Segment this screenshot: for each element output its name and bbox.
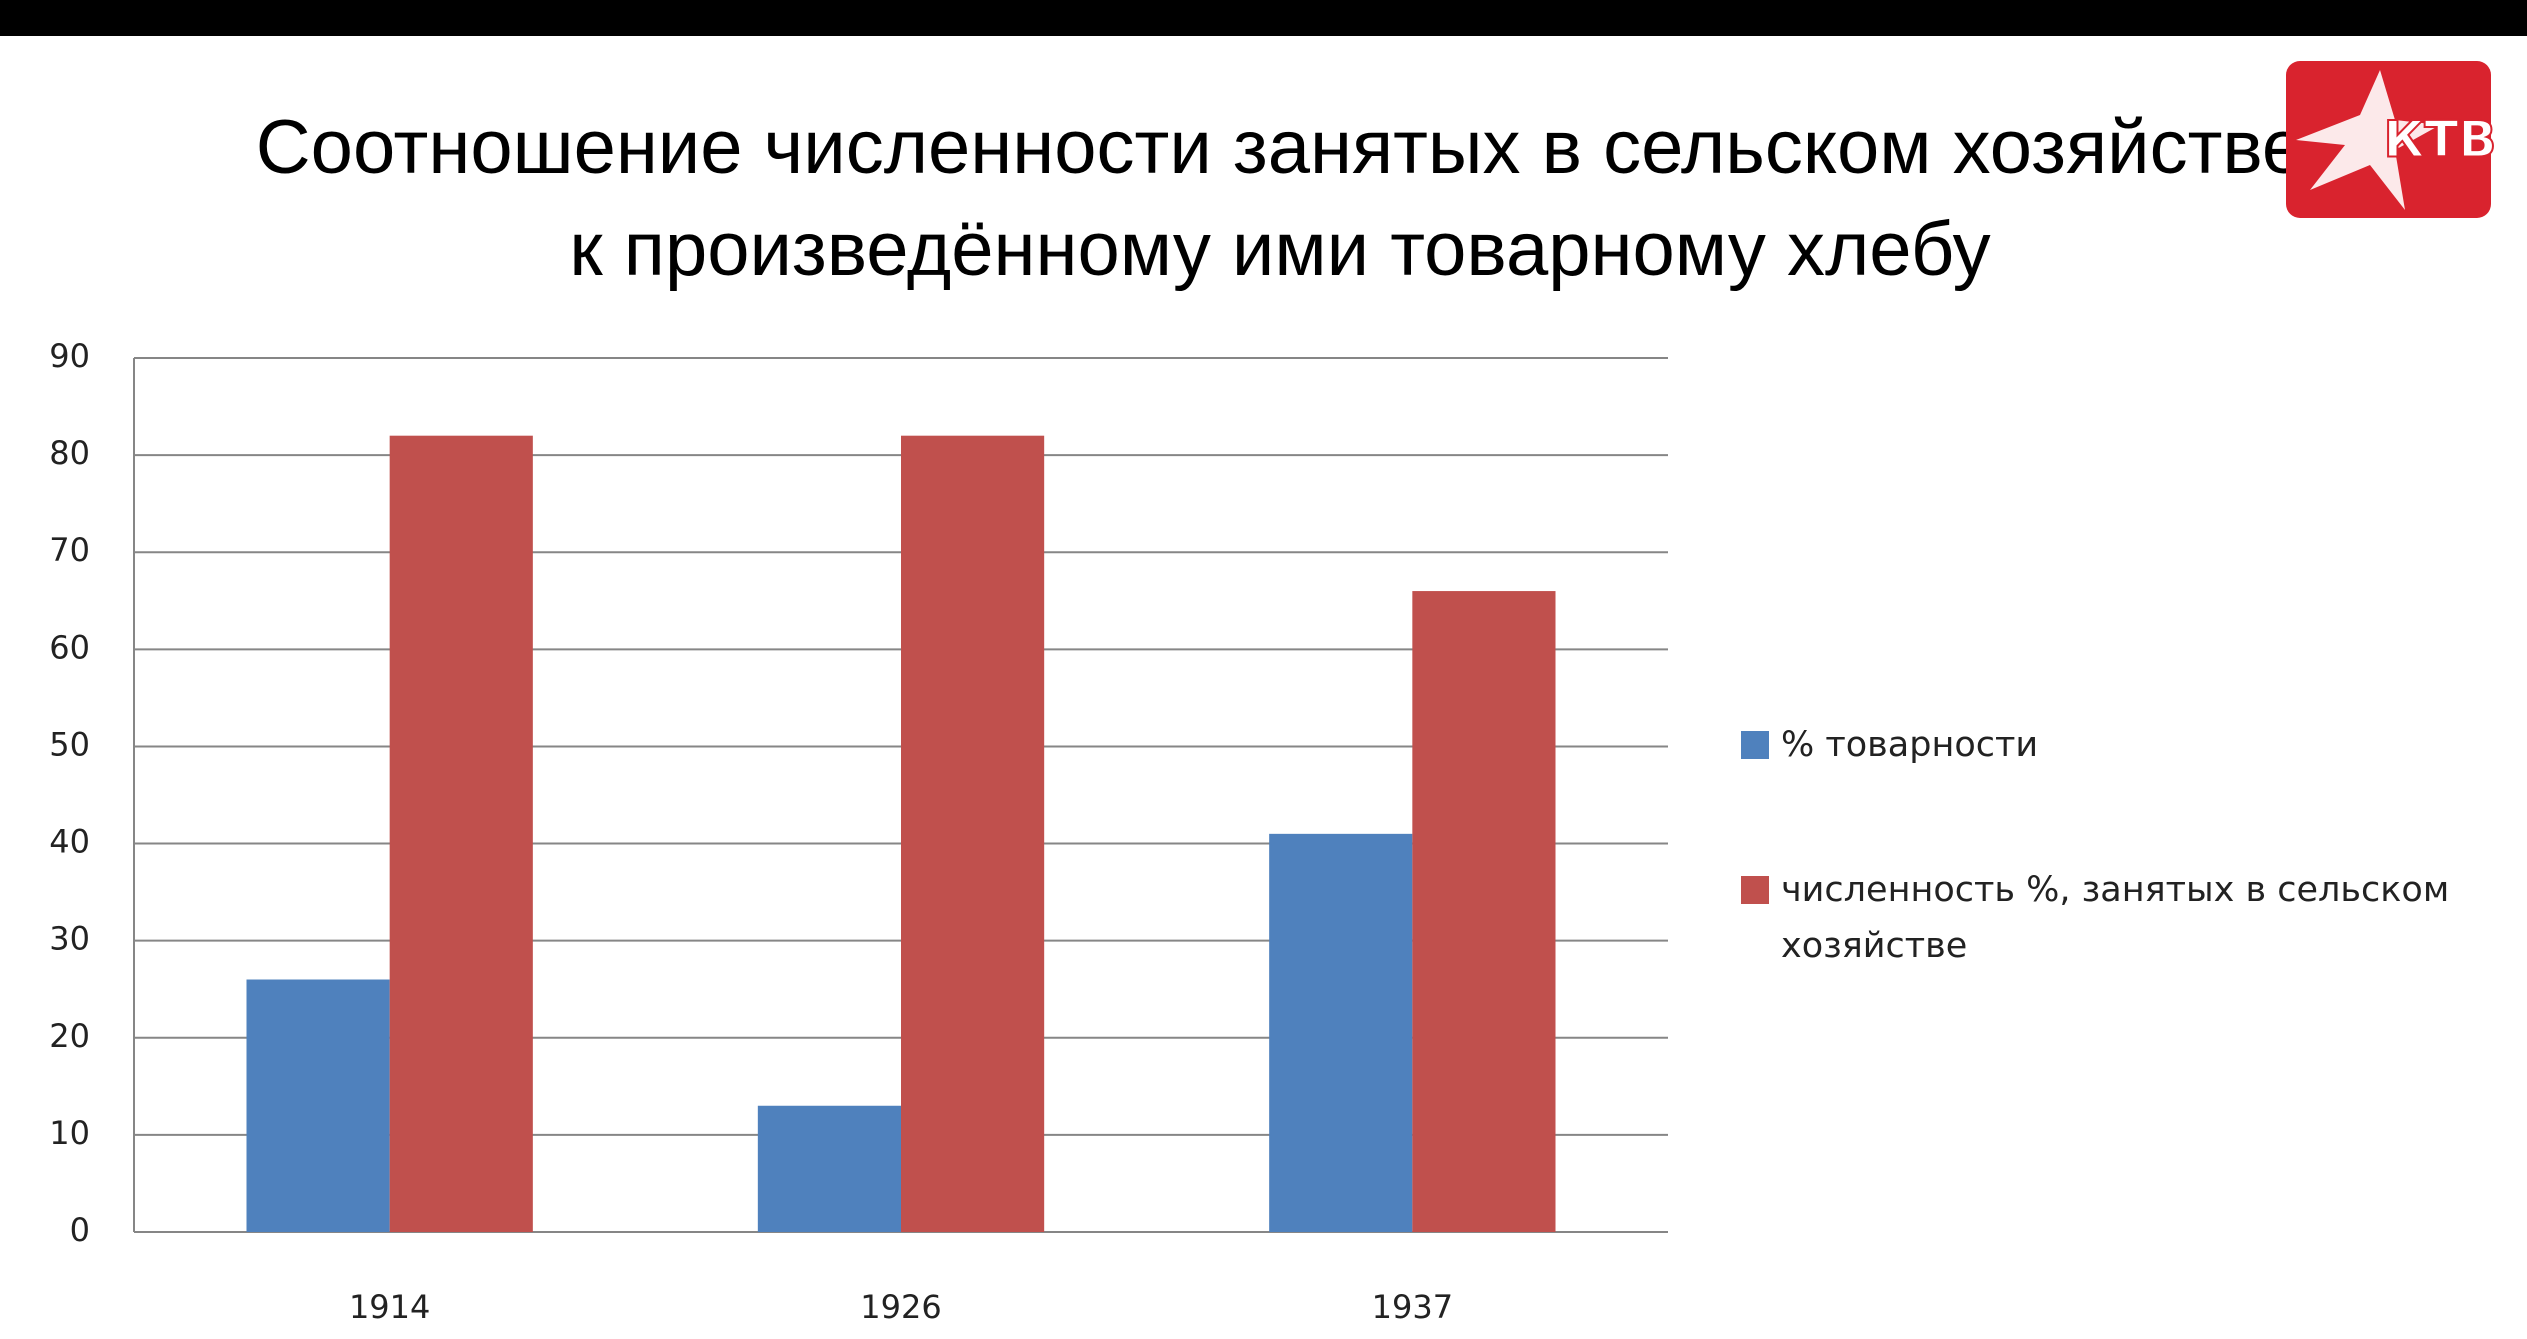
- x-tick-label: 1926: [860, 1288, 941, 1326]
- legend-swatch: [1741, 876, 1769, 904]
- top-bar: [0, 0, 2527, 36]
- legend-item: численность %, занятых в сельском хозяйс…: [1741, 862, 2511, 974]
- logo-text: КТВ: [2383, 111, 2496, 169]
- legend-label: численность %, занятых в сельском хозяйс…: [1781, 870, 2450, 966]
- legend-label: % товарности: [1781, 725, 2039, 765]
- logo: КТВ: [2286, 61, 2498, 218]
- y-tick-label: 70: [49, 531, 90, 569]
- y-tick-label: 20: [49, 1017, 90, 1055]
- bar: [246, 979, 390, 1232]
- legend-swatch: [1741, 731, 1769, 759]
- bar: [757, 1105, 901, 1232]
- bar: [389, 435, 533, 1232]
- y-tick-label: 10: [49, 1114, 90, 1152]
- bar: [1269, 833, 1413, 1232]
- y-tick-label: 60: [49, 628, 90, 666]
- chart-title: Соотношение численности занятых в сельск…: [256, 105, 2304, 190]
- y-tick-label: 40: [49, 823, 90, 861]
- y-tick-label: 0: [70, 1211, 90, 1249]
- y-tick-label: 80: [49, 434, 90, 472]
- legend-item: % товарности: [1741, 717, 2511, 773]
- y-tick-label: 30: [49, 920, 90, 958]
- x-tick-label: 1914: [349, 1288, 430, 1326]
- x-tick-label: 1937: [1372, 1288, 1453, 1326]
- bar: [1412, 591, 1556, 1232]
- y-tick-label: 50: [49, 725, 90, 763]
- bar: [901, 435, 1045, 1232]
- y-tick-label: 90: [49, 337, 90, 375]
- chart-title: к произведённому ими товарному хлебу: [569, 207, 1990, 292]
- logo-star: [2296, 70, 2440, 210]
